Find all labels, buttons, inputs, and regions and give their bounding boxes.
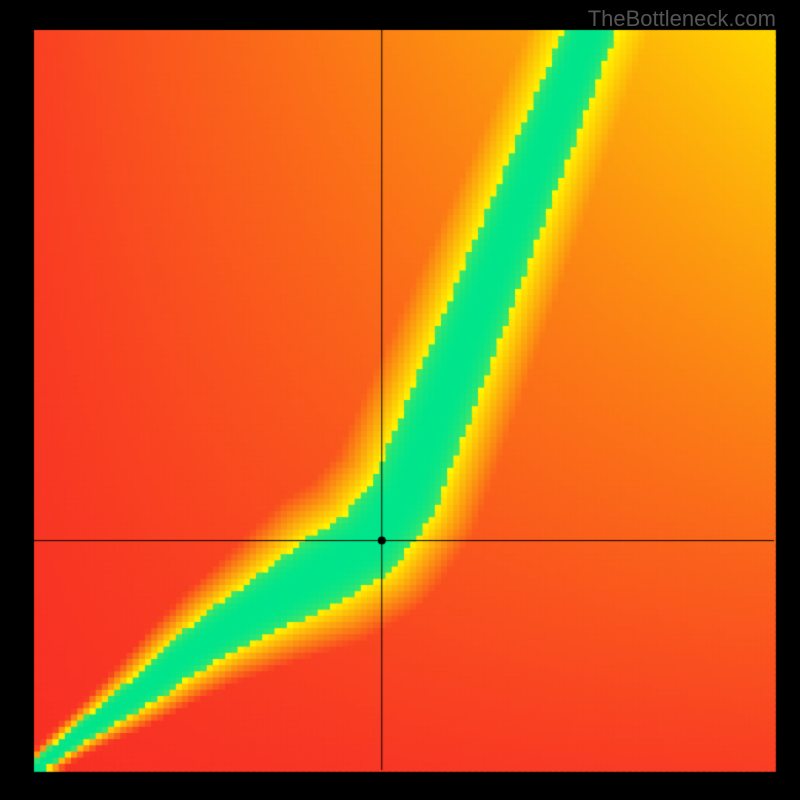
watermark-text: TheBottleneck.com (588, 6, 776, 32)
chart-container: TheBottleneck.com (0, 0, 800, 800)
heatmap-canvas (0, 0, 800, 800)
